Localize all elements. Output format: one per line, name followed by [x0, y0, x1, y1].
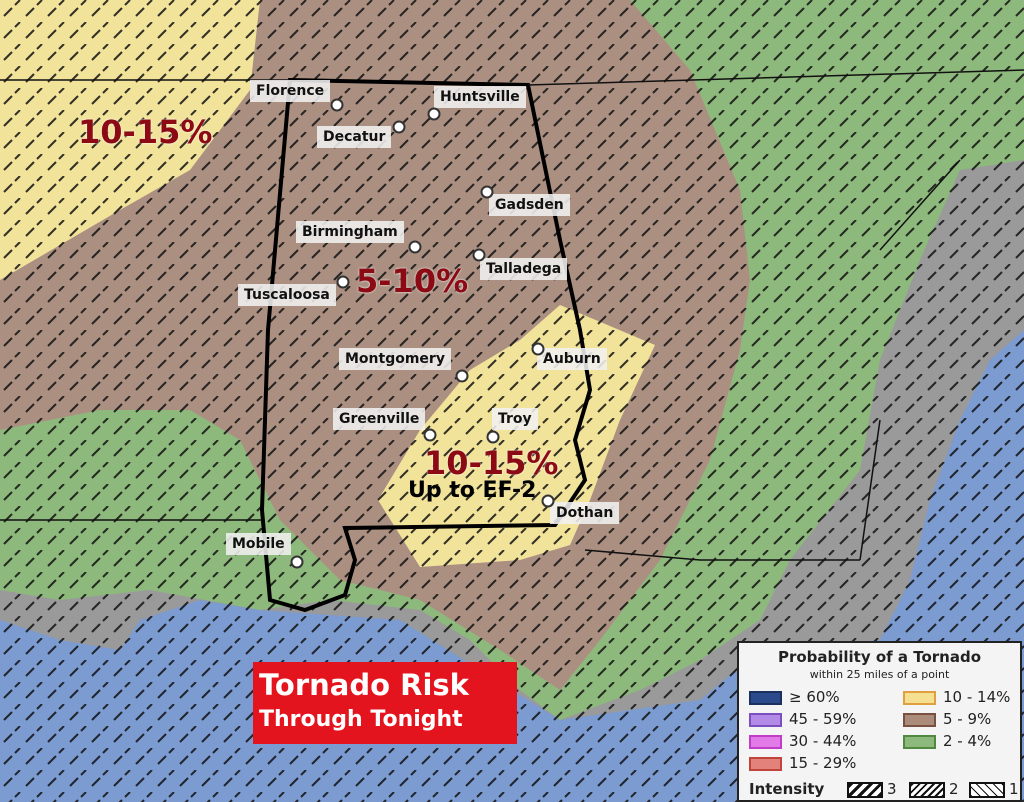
city-marker: [336, 275, 350, 289]
legend-swatch: [749, 757, 782, 771]
intensity-2-swatch: [909, 782, 945, 798]
alabama-border: [259, 77, 593, 613]
city-montgomery: Montgomery: [339, 348, 451, 370]
risk-label-se: 10-15%: [424, 444, 559, 482]
city-marker: [408, 240, 422, 254]
city-marker: [541, 494, 555, 508]
city-dothan: Dothan: [550, 502, 620, 524]
title-banner: Tornado Risk Through Tonight: [253, 662, 517, 744]
city-decatur: Decatur: [317, 126, 392, 148]
legend-label: ≥ 60%: [789, 688, 840, 706]
city-birmingham: Birmingham: [296, 221, 404, 243]
risk-label-central: 5-10%: [356, 262, 469, 300]
legend-swatch: [749, 691, 782, 705]
risk-label-nw: 10-15%: [78, 113, 213, 151]
banner-subtitle: Through Tonight: [259, 707, 463, 732]
intensity-2-label: 2: [949, 780, 959, 798]
city-marker: [290, 555, 304, 569]
city-mobile: Mobile: [226, 533, 291, 555]
city-gadsden: Gadsden: [489, 194, 570, 216]
legend-subtitle: within 25 miles of a point: [809, 668, 950, 681]
city-marker: [330, 98, 344, 112]
city-troy: Troy: [492, 408, 538, 430]
intensity-3-label: 3: [887, 780, 897, 798]
city-marker: [455, 369, 469, 383]
legend-swatch: [749, 713, 782, 727]
city-auburn: Auburn: [537, 348, 607, 370]
city-marker: [392, 120, 406, 134]
city-marker: [486, 430, 500, 444]
intensity-3-swatch: [847, 782, 883, 798]
intensity-1-swatch: [969, 782, 1005, 798]
city-marker: [531, 342, 545, 356]
intensity-label: Intensity: [749, 780, 825, 798]
legend-label: 2 - 4%: [943, 732, 992, 750]
banner-title: Tornado Risk: [259, 668, 469, 702]
legend-label: 5 - 9%: [943, 710, 992, 728]
legend-swatch: [903, 735, 936, 749]
city-marker: [480, 185, 494, 199]
legend-label: 30 - 44%: [789, 732, 857, 750]
city-marker: [427, 107, 441, 121]
intensity-1-label: 1: [1009, 780, 1019, 798]
legend-swatch: [903, 691, 936, 705]
legend-swatch: [749, 735, 782, 749]
city-tuscaloosa: Tuscaloosa: [238, 284, 336, 306]
city-marker: [472, 248, 486, 262]
intensity-label-se: Up to EF-2: [408, 478, 537, 503]
city-marker: [423, 428, 437, 442]
city-greenville: Greenville: [333, 408, 426, 430]
legend-label: 45 - 59%: [789, 710, 857, 728]
legend-swatch: [903, 713, 936, 727]
city-florence: Florence: [250, 80, 331, 102]
legend-label: 15 - 29%: [789, 754, 857, 772]
state-lines: [0, 69, 1024, 561]
legend-title: Probability of a Tornado: [777, 648, 982, 666]
legend: Probability of a Tornado within 25 miles…: [737, 641, 1022, 802]
city-huntsville: Huntsville: [434, 86, 526, 108]
city-talladega: Talladega: [480, 258, 568, 280]
legend-label: 10 - 14%: [943, 688, 1011, 706]
